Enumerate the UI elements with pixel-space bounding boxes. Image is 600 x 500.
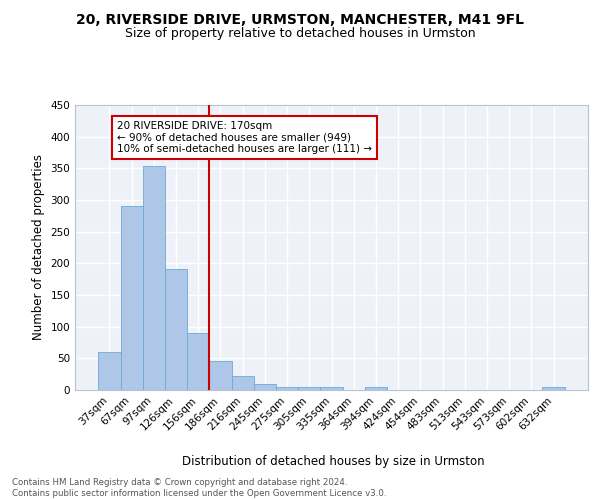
Bar bbox=[254, 384, 276, 390]
Bar bbox=[98, 352, 121, 390]
Bar bbox=[165, 269, 187, 390]
Text: Size of property relative to detached houses in Urmston: Size of property relative to detached ho… bbox=[125, 28, 475, 40]
Text: 20 RIVERSIDE DRIVE: 170sqm
← 90% of detached houses are smaller (949)
10% of sem: 20 RIVERSIDE DRIVE: 170sqm ← 90% of deta… bbox=[117, 121, 372, 154]
Bar bbox=[320, 387, 343, 390]
Bar bbox=[232, 376, 254, 390]
Bar bbox=[365, 387, 387, 390]
Bar bbox=[121, 206, 143, 390]
Bar bbox=[542, 387, 565, 390]
Bar bbox=[276, 387, 298, 390]
Y-axis label: Number of detached properties: Number of detached properties bbox=[32, 154, 45, 340]
Bar bbox=[143, 166, 165, 390]
Bar bbox=[187, 333, 209, 390]
Text: 20, RIVERSIDE DRIVE, URMSTON, MANCHESTER, M41 9FL: 20, RIVERSIDE DRIVE, URMSTON, MANCHESTER… bbox=[76, 12, 524, 26]
Text: Contains HM Land Registry data © Crown copyright and database right 2024.
Contai: Contains HM Land Registry data © Crown c… bbox=[12, 478, 386, 498]
Text: Distribution of detached houses by size in Urmston: Distribution of detached houses by size … bbox=[182, 454, 484, 468]
Bar bbox=[298, 387, 320, 390]
Bar bbox=[209, 361, 232, 390]
